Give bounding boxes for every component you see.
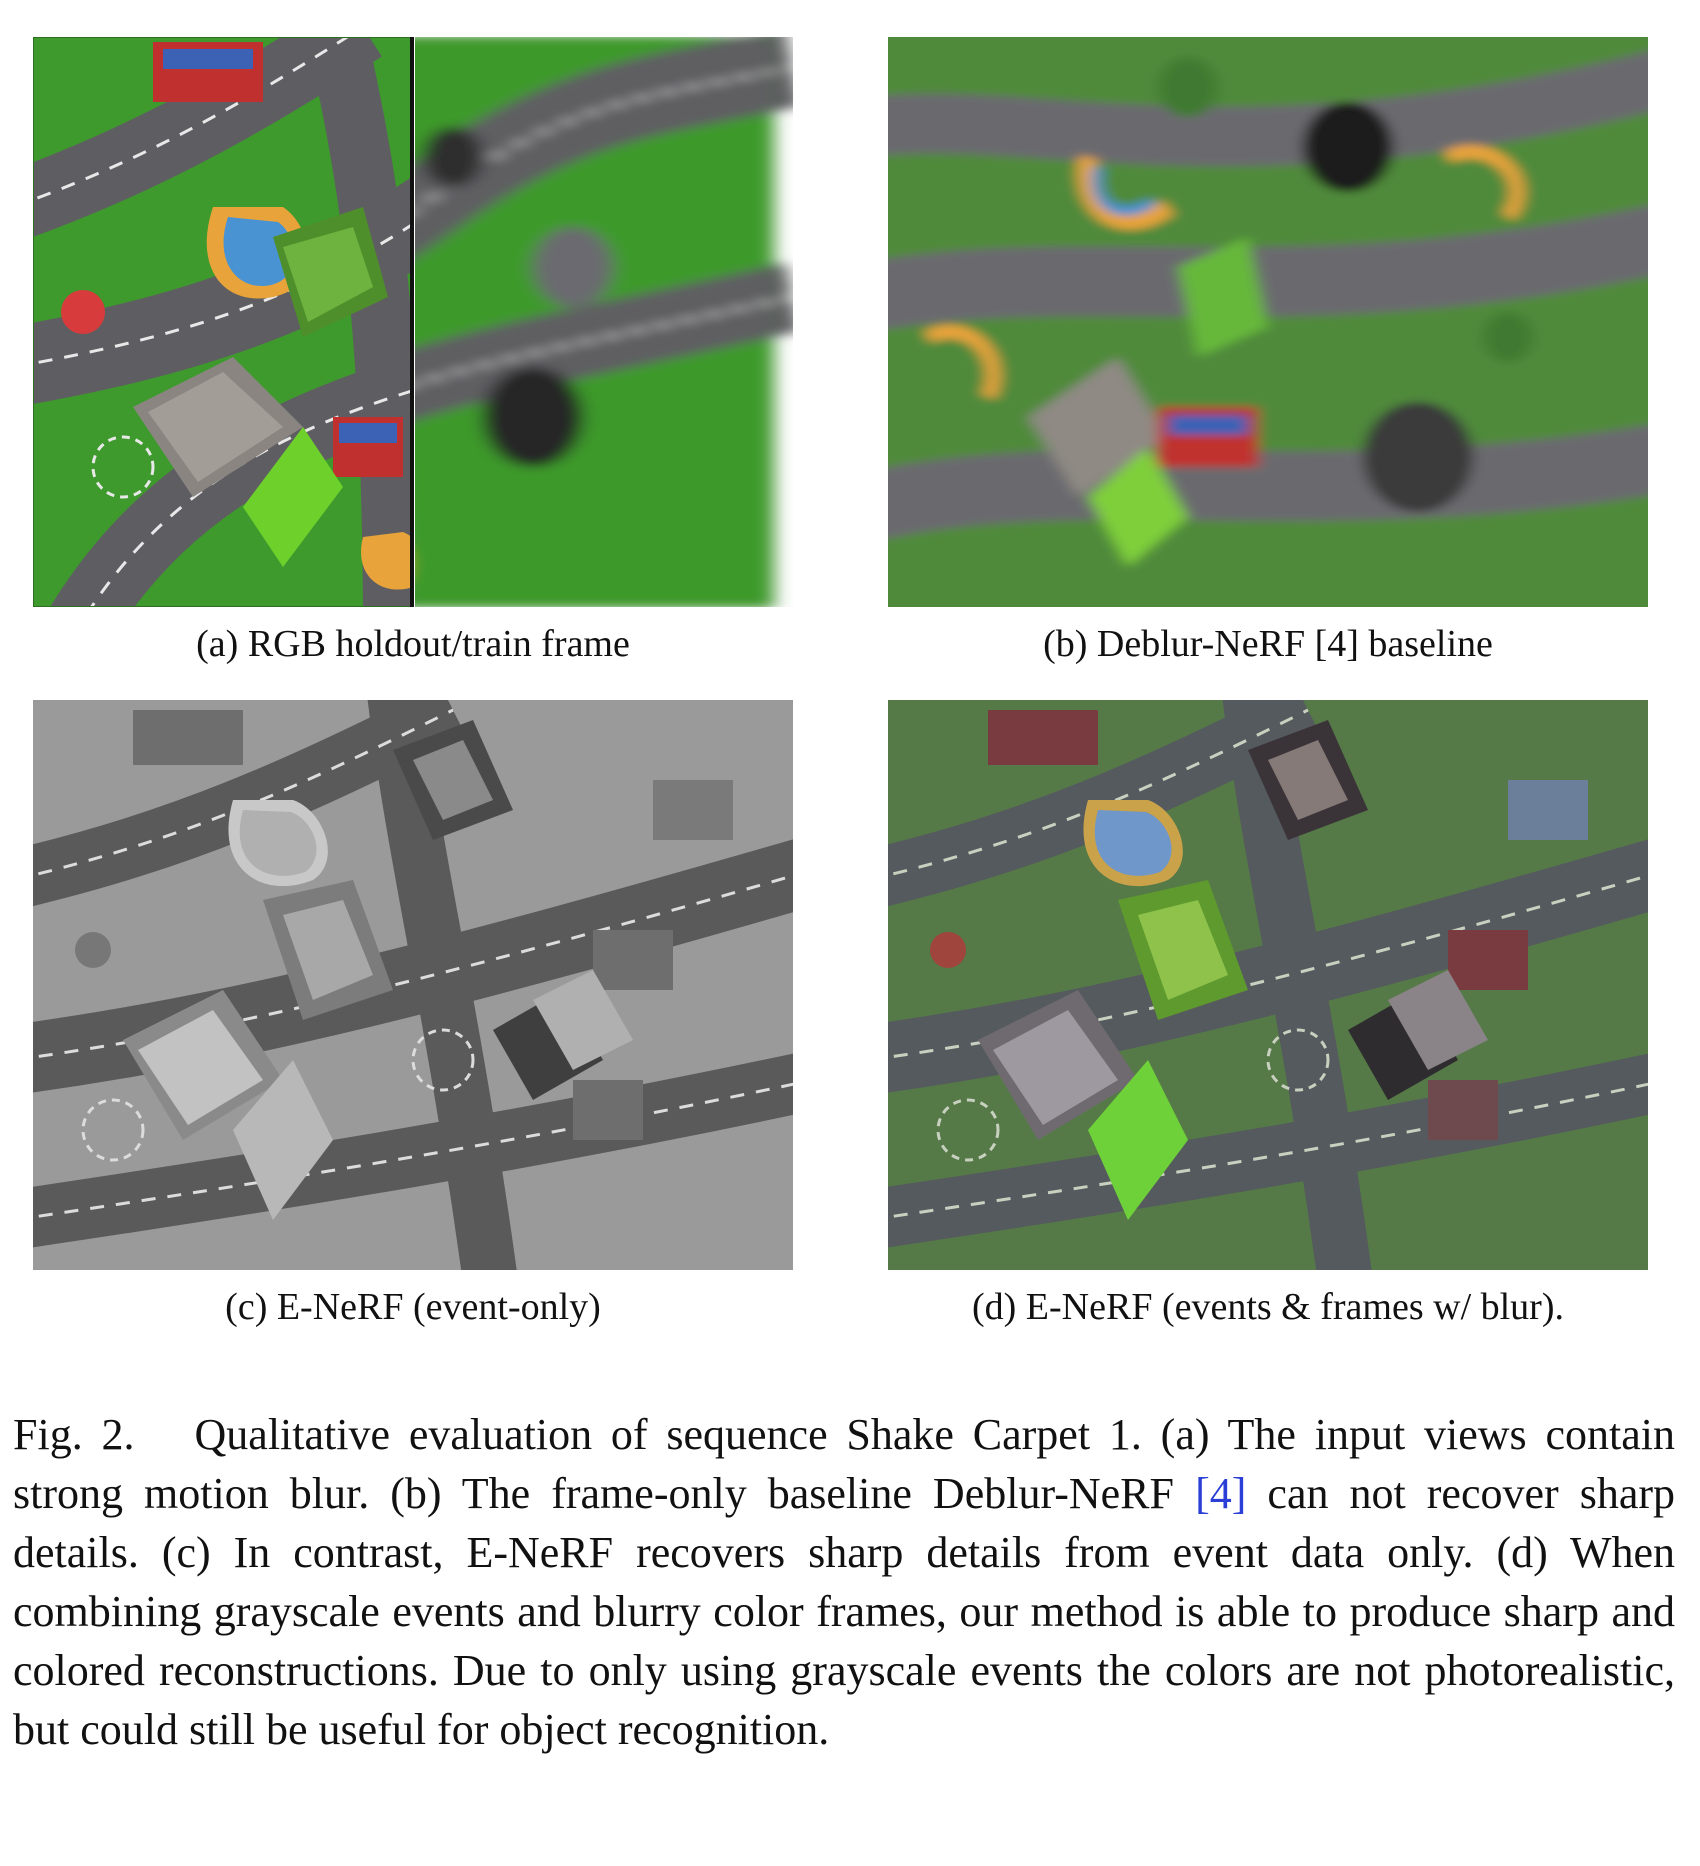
panel-b-image [888,37,1648,607]
panel-a-image [33,37,793,607]
panel-d-enerf-events-frames [888,700,1648,1270]
figure-caption: Fig. 2. Qualitative evaluation of sequenc… [13,1405,1675,1759]
panel-c-image [33,700,793,1270]
panel-c-caption: (c) E-NeRF (event-only) [225,1286,601,1328]
panel-d-caption: (d) E-NeRF (events & frames w/ blur). [971,1286,1564,1328]
panel-a-caption: (a) RGB holdout/train frame [196,623,630,665]
panel-d-image [888,700,1648,1270]
panel-b-caption: (b) Deblur-NeRF [4] baseline [1043,623,1493,665]
panel-a-rgb-frame [33,37,793,607]
caption-text-part-2: can not recover sharp details. (c) In co… [13,1469,1676,1754]
figure-label: Fig. 2. [13,1410,135,1459]
panel-c-enerf-event-only [33,700,793,1270]
panel-b-deblur-nerf [888,37,1648,607]
citation-link[interactable]: [4] [1195,1469,1247,1518]
caption-text-part-1: Qualitative evaluation of sequence Shake… [13,1410,1675,1518]
